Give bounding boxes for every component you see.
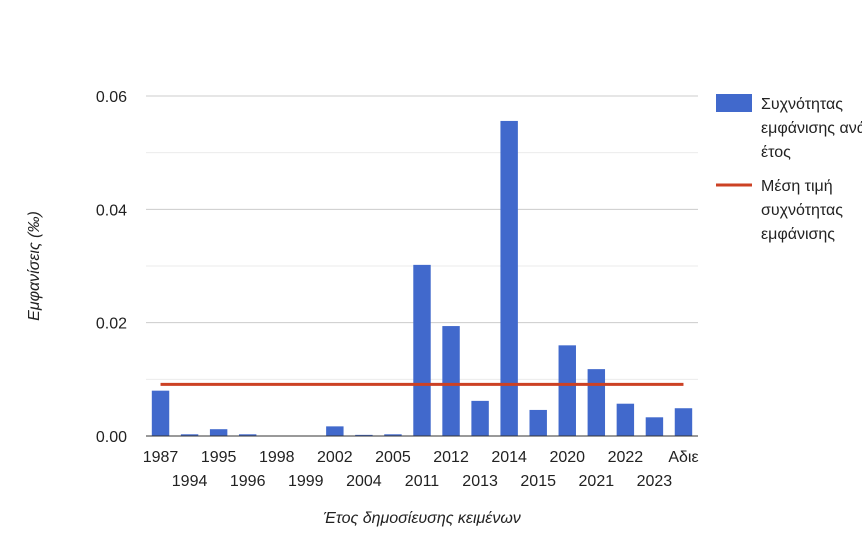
y-axis-title: Εμφανίσεις (‰)	[26, 211, 43, 321]
x-tick-label: 1994	[172, 473, 208, 490]
x-tick-label: 2020	[549, 449, 585, 466]
x-tick-label: 2015	[520, 473, 556, 490]
legend: Συχνότητας εμφάνισης ανά έτος Μέση τιμή συχν…	[716, 94, 862, 243]
y-tick-label: 0.02	[96, 316, 127, 333]
legend-label: Μέση τιμή συχνότητας εμφάνισης	[761, 178, 843, 243]
axis-layer: 0.00 0.02 0.04 0.06 1987 1994 1995 1996 1998 1999…	[96, 89, 699, 490]
bar-1996	[238, 434, 257, 436]
x-axis-title: Έτος δημοσίευσης κειμένων	[323, 510, 521, 527]
bar-2021	[587, 369, 606, 436]
bar-2002	[326, 426, 344, 436]
bar-2012	[442, 326, 460, 436]
x-tick-label: 2002	[317, 449, 353, 466]
x-tick-label: 2011	[405, 473, 440, 490]
x-tick-label: 2012	[433, 449, 469, 466]
y-tick-label: 0.00	[96, 429, 127, 446]
x-tick-label: 2023	[637, 473, 673, 490]
bars-layer	[151, 120, 693, 436]
bar-2011	[413, 264, 431, 436]
bar-2004	[355, 434, 373, 436]
bar-1995	[209, 429, 228, 436]
x-tick-label: 2021	[579, 473, 615, 490]
bar-2023	[645, 417, 664, 436]
x-tick-label: 1999	[288, 473, 324, 490]
bar-1987	[151, 390, 170, 436]
bar-2014	[500, 120, 518, 436]
bar-2005	[384, 434, 402, 436]
bar-2020	[558, 345, 576, 436]
x-tick-label: 1998	[259, 449, 295, 466]
bar-1994	[180, 434, 199, 436]
y-tick-label: 0.06	[96, 89, 127, 106]
x-tick-label: 2005	[375, 449, 411, 466]
legend-label: Συχνότητας εμφάνισης ανά έτος	[761, 96, 862, 161]
x-tick-label: 1996	[230, 473, 266, 490]
legend-swatch-bar	[716, 94, 752, 112]
bar-2013	[471, 400, 489, 436]
x-tick-label: 2014	[491, 449, 527, 466]
x-tick-label: 2022	[608, 449, 644, 466]
bar-2015	[529, 409, 547, 436]
axis-titles: Έτος δημοσίευσης κειμένων Εμφανίσεις (‰)	[26, 211, 521, 527]
bar-2022	[616, 403, 635, 436]
x-tick-label: 2013	[462, 473, 498, 490]
bar-Αδιε	[674, 408, 693, 436]
x-tick-label: 1995	[201, 449, 237, 466]
x-tick-label: 2004	[346, 473, 382, 490]
x-tick-label: 1987	[143, 449, 179, 466]
x-tick-label: Αδιε	[668, 449, 698, 466]
y-tick-label: 0.04	[96, 202, 127, 219]
